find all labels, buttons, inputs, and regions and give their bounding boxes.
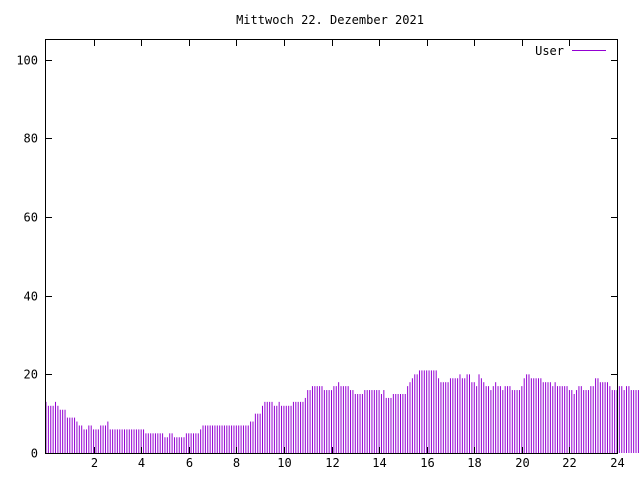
x-tick-label: 2 [91, 456, 98, 470]
x-tick-label: 4 [138, 456, 145, 470]
chart-title: Mittwoch 22. Dezember 2021 [236, 13, 424, 27]
x-tick-label: 10 [277, 456, 291, 470]
y-tick-label: 0 [31, 447, 38, 461]
y-tick-label: 40 [24, 290, 38, 304]
y-tick-label: 80 [24, 132, 38, 146]
y-tick-label: 20 [24, 368, 38, 382]
x-tick-label: 22 [562, 456, 576, 470]
legend-label: User [535, 44, 564, 58]
x-tick-label: 18 [467, 456, 481, 470]
x-tick-label: 16 [420, 456, 434, 470]
bars-group [45, 370, 639, 453]
x-tick-label: 24 [610, 456, 624, 470]
x-tick-label: 6 [186, 456, 193, 470]
x-tick-label: 8 [233, 456, 240, 470]
y-tick-label: 60 [24, 211, 38, 225]
x-tick-label: 20 [515, 456, 529, 470]
plot-frame [45, 39, 618, 454]
x-tick-label: 14 [372, 456, 386, 470]
x-tick-label: 12 [325, 456, 339, 470]
y-tick-label: 100 [16, 54, 38, 68]
